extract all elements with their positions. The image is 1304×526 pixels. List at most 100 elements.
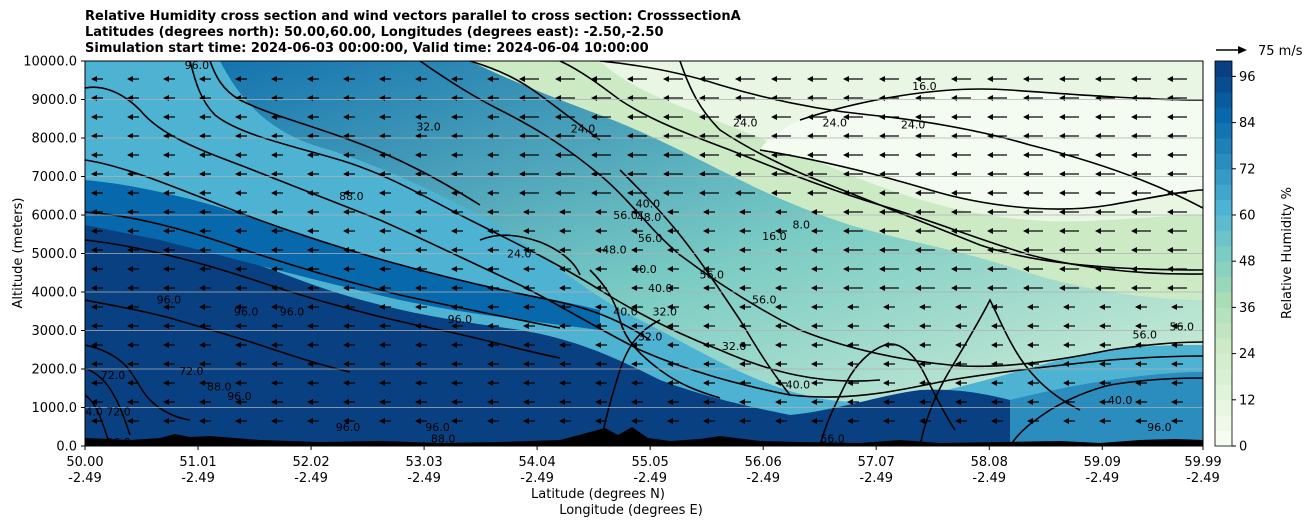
contour-label: 32.0 (652, 305, 677, 318)
wind-vector-arrow (591, 133, 611, 139)
title-line-3: Simulation start time: 2024-06-03 00:00:… (85, 41, 649, 56)
wind-vector-arrow (163, 209, 175, 215)
wind-vector-arrow (879, 209, 899, 215)
colorbar-tick-label: 72 (1239, 162, 1256, 177)
wind-vector-arrow (811, 285, 823, 291)
wind-vector-arrow (915, 152, 935, 158)
wind-vector-arrow (163, 285, 175, 291)
wind-vector-arrow (699, 190, 719, 196)
wind-vector-arrow (235, 380, 247, 386)
wind-vector-arrow (1171, 304, 1183, 310)
wind-vector-arrow (1027, 323, 1039, 329)
wind-vector-arrow (663, 76, 683, 82)
x-tick-label-lon: -2.49 (1186, 471, 1220, 486)
colorbar-tick-label: 24 (1239, 347, 1256, 362)
wind-vector-arrow (235, 323, 247, 329)
y-tick-label: 2000.0 (32, 363, 78, 378)
wind-vector-arrow (807, 190, 827, 196)
wind-vector-arrow (1131, 133, 1151, 139)
wind-vector-arrow (559, 361, 571, 367)
wind-vector-arrow (523, 266, 535, 272)
wind-vector-arrow (1131, 247, 1151, 253)
wind-vector-arrow (487, 152, 499, 158)
wind-vector-arrow (199, 114, 211, 120)
contour-line (1009, 377, 1203, 446)
wind-vector-arrow (343, 323, 355, 329)
wind-vector-arrow (951, 152, 971, 158)
wind-vector-arrow (1099, 361, 1111, 367)
colorbar-band (1215, 276, 1232, 293)
x-tick-label-lat: 57.07 (858, 455, 895, 470)
wind-vector-arrow (1171, 399, 1183, 405)
colorbar-band (1215, 138, 1232, 154)
wind-vector-arrow (591, 114, 611, 120)
wind-vector-arrow (487, 171, 499, 177)
wind-vector-arrow (415, 380, 427, 386)
wind-vector-arrow (735, 76, 755, 82)
wind-vector-arrow (343, 380, 355, 386)
wind-vector-arrow (379, 380, 391, 386)
wind-vector-arrow (739, 228, 751, 234)
contour-label: 96.0 (106, 436, 131, 449)
wind-vector-arrow (699, 114, 719, 120)
wind-vector-arrow (735, 152, 755, 158)
wind-vector-arrow (555, 190, 575, 196)
wind-vector-arrow (519, 152, 539, 158)
wind-vector-arrow (703, 247, 715, 253)
x-tick-label-lat: 59.99 (1184, 455, 1221, 470)
colorbar-band (1215, 338, 1232, 355)
x-tick-label-lat: 52.02 (292, 455, 329, 470)
wind-vector-arrow (379, 76, 391, 82)
wind-vector-arrow (127, 323, 139, 329)
wind-vector-arrow (811, 380, 823, 386)
contour-label: 24.0 (823, 117, 848, 130)
wind-vector-arrow (1095, 114, 1115, 120)
wind-vector-arrow (91, 342, 103, 348)
wind-vector-arrow (847, 304, 859, 310)
wind-vector-arrow (343, 228, 355, 234)
wind-vector-arrow (919, 323, 931, 329)
contour-labels: 96.016.032.0 24.0 24.0 24.0 24.088.040.048.0… (85, 61, 1194, 449)
wind-vector-arrow (631, 228, 643, 234)
colorbar-band (1215, 384, 1232, 401)
colorbar-band (1215, 261, 1232, 278)
wind-vector-arrow (271, 342, 283, 348)
wind-vector-arrow (739, 266, 751, 272)
colorbar-tick-label: 96 (1239, 70, 1256, 85)
x-tick-label-lat: 58.08 (971, 455, 1008, 470)
wind-vector-arrow (1027, 380, 1039, 386)
wind-vector-arrow (555, 114, 575, 120)
wind-vector-arrow (343, 76, 355, 82)
wind-vector-arrow (487, 399, 499, 405)
wind-vector-arrow (559, 418, 571, 424)
wind-vector-arrow (879, 76, 899, 82)
wind-vector-arrow (595, 323, 607, 329)
wind-vector-arrow (199, 171, 211, 177)
contour-label: 16.0 (912, 80, 937, 93)
wind-vector-arrow (987, 133, 1007, 139)
wind-vector-arrow (1063, 304, 1075, 310)
wind-vector-arrow (487, 266, 499, 272)
wind-vector-arrow (879, 133, 899, 139)
wind-vector-arrow (811, 361, 823, 367)
wind-vector-arrow (379, 171, 391, 177)
wind-vector-arrow (235, 76, 247, 82)
wind-vector-arrow (307, 228, 319, 234)
contour-label: 56.0 (1169, 321, 1194, 334)
contour-label: 96.0 (425, 421, 450, 434)
wind-vector-arrow (235, 209, 247, 215)
wind-vector-arrow (951, 114, 971, 120)
wind-vector-arrow (667, 342, 679, 348)
wind-vector-arrow (847, 380, 859, 386)
wind-vector-arrow (199, 323, 211, 329)
wind-vector-arrow (775, 418, 787, 424)
wind-vector-arrow (627, 152, 647, 158)
contour-line (589, 269, 721, 399)
wind-vector-arrow (1095, 209, 1115, 215)
wind-vector-arrow (307, 133, 319, 139)
wind-vector-arrow (163, 114, 175, 120)
wind-vector-arrow (559, 323, 571, 329)
wind-vector-arrow (843, 228, 863, 234)
contour-line (619, 169, 791, 396)
